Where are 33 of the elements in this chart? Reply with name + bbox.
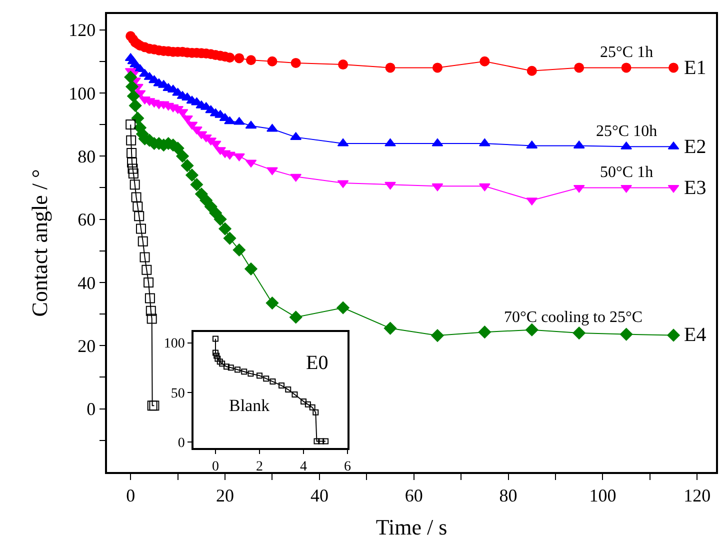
y-tick-label: 0 [86,399,96,420]
annotation: 25°C 1h [600,44,654,61]
series-label: E0 [306,352,328,374]
x-tick-label: 60 [404,485,423,506]
y-axis-title: Contact angle / ° [26,169,52,317]
x-tick-label: 4 [300,460,308,475]
x-axis-title: Time / s [376,514,448,540]
y-tick-label: 0 [178,436,185,452]
x-tick-label: 20 [216,485,234,506]
x-tick-label: 100 [589,485,616,506]
annotation: 25°C 10h [596,123,658,140]
x-tick-label: 0 [212,460,219,475]
y-tick-label: 40 [78,272,96,293]
annotation: Blank [229,396,270,415]
x-tick-label: 40 [310,485,328,506]
y-tick-label: 50 [170,386,185,402]
y-tick-label: 60 [78,210,96,230]
y-tick-label: 120 [68,20,96,40]
series-label: E3 [684,177,706,199]
y-tick-label: 80 [78,146,96,166]
series-label: E1 [684,57,706,79]
annotation: 50°C 1h [600,164,654,181]
x-tick-label: 80 [499,485,518,506]
annotation: 70°C cooling to 25°C [504,309,643,326]
y-tick-label: 100 [68,83,96,104]
x-tick-label: 2 [256,460,264,475]
y-tick-label: 100 [164,336,185,352]
series-label: E2 [684,136,706,158]
x-tick-label: 0 [126,485,136,506]
x-tick-label: 120 [684,485,711,506]
series-label: E4 [684,324,706,346]
y-tick-label: 20 [78,336,96,356]
x-tick-label: 6 [344,460,352,475]
